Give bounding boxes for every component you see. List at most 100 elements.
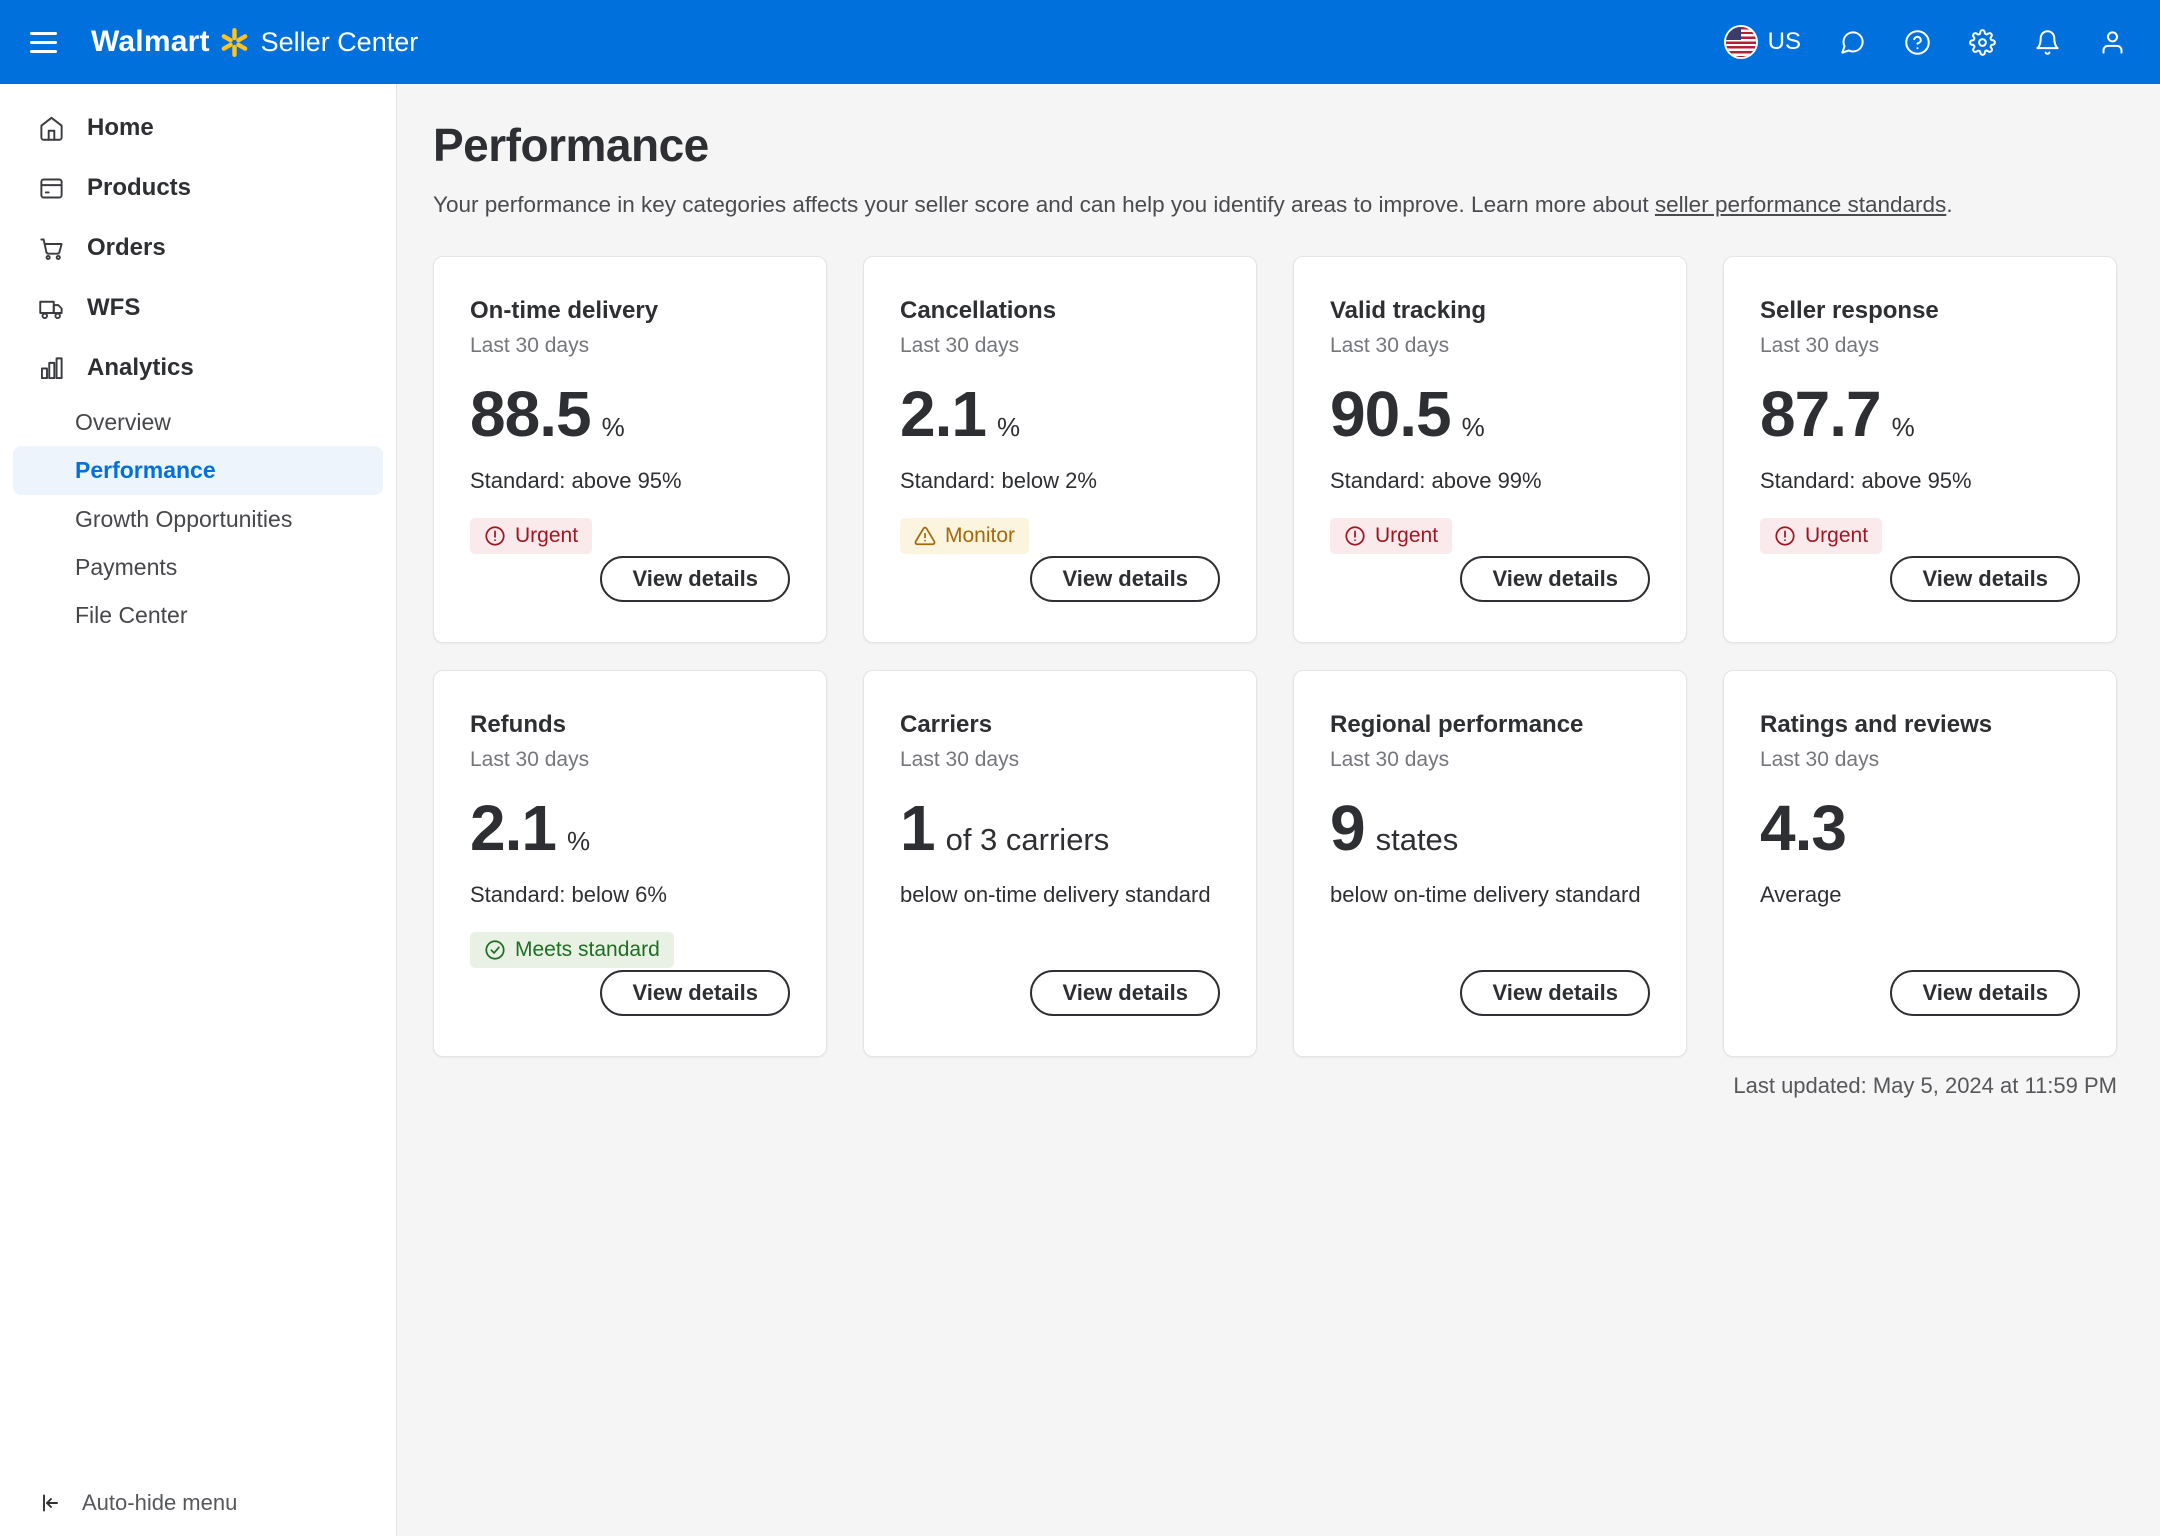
alert-circle-icon (1344, 525, 1366, 547)
card-standard: below on-time delivery standard (900, 882, 1211, 907)
card-value-row: 2.1 % (900, 382, 1220, 446)
metric-value: 1 (900, 792, 936, 864)
card-period: Last 30 days (1760, 748, 1880, 771)
view-details-button[interactable]: View details (1030, 970, 1220, 1016)
country-code: US (1767, 28, 1801, 55)
card-period: Last 30 days (1330, 334, 1450, 357)
sidebar-item-growth-opportunities[interactable]: Growth Opportunities (0, 495, 396, 543)
card-standard: Standard: below 6% (470, 882, 667, 907)
sidebar-item-label: WFS (87, 294, 141, 321)
card-period: Last 30 days (470, 748, 590, 771)
status-badge-urgent: Urgent (1330, 518, 1453, 554)
card-period: Last 30 days (1330, 748, 1450, 771)
sidebar-item-label: Products (87, 174, 192, 201)
page-title: Performance (433, 119, 709, 171)
sidebar-item-home[interactable]: Home (0, 98, 396, 158)
check-circle-icon (484, 939, 506, 961)
card-title: On-time delivery (470, 297, 659, 324)
card-footer: View details (1330, 556, 1650, 602)
card-carriers: Carriers Last 30 days 1 of 3 carriers be… (863, 670, 1257, 1057)
sidebar-item-payments[interactable]: Payments (0, 543, 396, 591)
metric-unit: % (601, 412, 625, 442)
view-details-button[interactable]: View details (1030, 556, 1220, 602)
card-standard: Standard: above 95% (1760, 468, 1972, 493)
sidebar-item-analytics[interactable]: Analytics (0, 338, 396, 398)
account-button[interactable] (2099, 29, 2126, 56)
sidebar-subitem-label: Payments (75, 553, 178, 580)
help-button[interactable] (1904, 29, 1931, 56)
card-value-row: 90.5 % (1330, 382, 1650, 446)
card-title: Refunds (470, 711, 566, 738)
card-footer: View details (1760, 556, 2080, 602)
card-value-row: 1 of 3 carriers (900, 796, 1220, 860)
badge-label: Urgent (515, 524, 579, 547)
truck-icon (38, 295, 65, 322)
metric-cards-grid: On-time delivery Last 30 days 88.5 % Sta… (433, 256, 2160, 1057)
metric-value: 9 (1330, 792, 1366, 864)
alert-circle-icon (484, 525, 506, 547)
view-details-button[interactable]: View details (1460, 970, 1650, 1016)
sidebar-subitem-label: Overview (75, 408, 171, 435)
metric-unit: % (566, 826, 591, 856)
intro-suffix: . (1946, 192, 1953, 217)
sidebar-item-label: Analytics (87, 354, 194, 381)
sidebar-item-file-center[interactable]: File Center (0, 591, 396, 639)
notifications-button[interactable] (2034, 29, 2061, 56)
view-details-button[interactable]: View details (600, 970, 790, 1016)
card-standard: Standard: above 99% (1330, 468, 1542, 493)
card-title: Carriers (900, 711, 993, 738)
sidebar-item-orders[interactable]: Orders (0, 218, 396, 278)
card-period: Last 30 days (1760, 334, 1880, 357)
status-badge-meets-standard: Meets standard (470, 932, 674, 968)
brand-logo[interactable]: Walmart Seller Center (91, 25, 418, 59)
brand-product: Seller Center (260, 26, 419, 57)
card-value-row: 2.1 % (470, 796, 790, 860)
main-content: Performance Your performance in key cate… (397, 84, 2160, 1536)
settings-button[interactable] (1969, 28, 1996, 56)
card-seller-response: Seller response Last 30 days 87.7 % Stan… (1723, 256, 2117, 643)
card-title: Ratings and reviews (1760, 711, 1993, 738)
sidebar-item-performance[interactable]: Performance (13, 446, 383, 495)
view-details-button[interactable]: View details (1890, 556, 2080, 602)
card-standard: below on-time delivery standard (1330, 882, 1641, 907)
sidebar-item-overview[interactable]: Overview (0, 398, 396, 446)
metric-phrase: of 3 carriers (945, 822, 1110, 857)
chat-button[interactable] (1839, 29, 1866, 56)
card-regional-performance: Regional performance Last 30 days 9 stat… (1293, 670, 1687, 1057)
page-intro: Your performance in key categories affec… (433, 192, 2160, 218)
last-updated-text: Last updated: May 5, 2024 at 11:59 PM (1733, 1073, 2117, 1098)
sidebar-subitem-label: Performance (75, 457, 216, 483)
gear-icon (1969, 28, 1996, 56)
card-ratings-and-reviews: Ratings and reviews Last 30 days 4.3 Ave… (1723, 670, 2117, 1057)
card-standard: Average (1760, 882, 1842, 907)
view-details-button[interactable]: View details (1890, 970, 2080, 1016)
seller-performance-standards-link[interactable]: seller performance standards (1654, 192, 1947, 217)
alert-circle-icon (1774, 525, 1796, 547)
card-value-row: 88.5 % (470, 382, 790, 446)
card-value-row: 4.3 (1760, 796, 2080, 860)
status-badge-monitor: Monitor (900, 518, 1030, 554)
card-footer: View details (900, 556, 1220, 602)
status-badge-urgent: Urgent (1760, 518, 1883, 554)
sidebar-item-products[interactable]: Products (0, 158, 396, 218)
hamburger-menu-icon[interactable] (30, 31, 57, 53)
view-details-button[interactable]: View details (1460, 556, 1650, 602)
card-period: Last 30 days (900, 748, 1020, 771)
country-selector[interactable]: US (1725, 27, 1801, 57)
metric-value: 87.7 (1760, 378, 1882, 450)
card-refunds: Refunds Last 30 days 2.1 % Standard: bel… (433, 670, 827, 1057)
sidebar-item-wfs[interactable]: WFS (0, 278, 396, 338)
metric-unit: % (996, 412, 1021, 442)
sidebar-item-label: Home (87, 114, 154, 141)
sidebar: Home Products Orders (0, 84, 397, 1536)
badge-label: Urgent (1375, 524, 1439, 547)
view-details-button[interactable]: View details (600, 556, 790, 602)
metric-value: 88.5 (470, 378, 592, 450)
card-standard: Standard: below 2% (900, 468, 1097, 493)
card-on-time-delivery: On-time delivery Last 30 days 88.5 % Sta… (433, 256, 827, 643)
sidebar-subitem-label: Growth Opportunities (75, 505, 293, 532)
auto-hide-menu-toggle[interactable]: Auto-hide menu (0, 1490, 396, 1516)
us-flag-icon (1725, 27, 1756, 57)
badge-label: Meets standard (515, 938, 660, 961)
card-footer: View details (1760, 970, 2080, 1016)
